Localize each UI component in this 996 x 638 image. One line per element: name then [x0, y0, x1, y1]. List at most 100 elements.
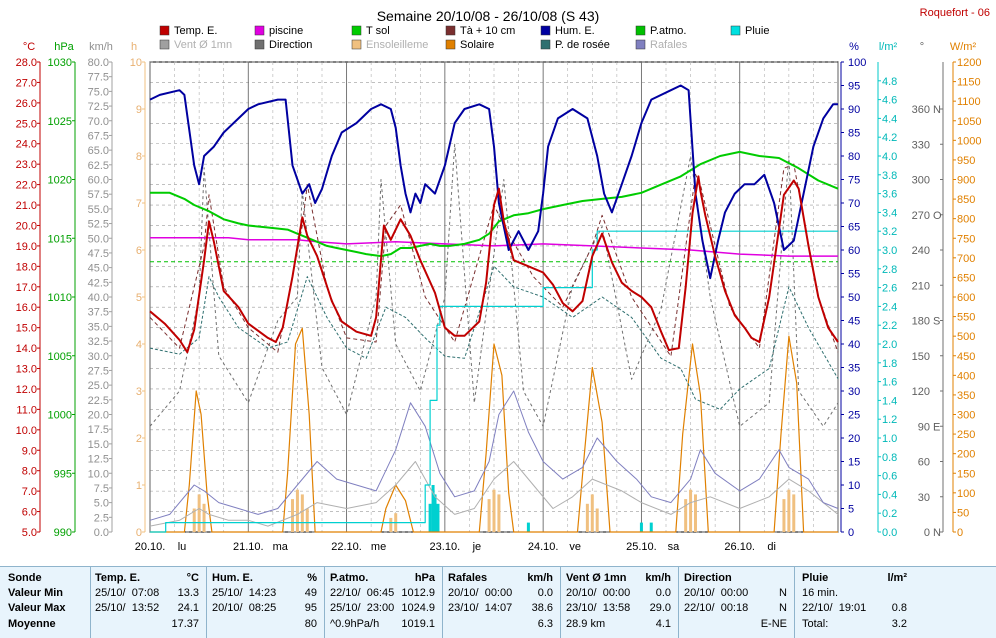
temp-axis-tick-label: 5.0: [22, 527, 37, 539]
rain-axis-tick-label: 0.4: [882, 489, 897, 501]
wind-axis-tick-label: 77.5: [88, 72, 109, 84]
humidity-axis-tick-label: 45: [848, 316, 860, 328]
temp-axis-tick-label: 22.0: [16, 180, 37, 192]
wind-axis-tick-label: 70.0: [88, 116, 109, 128]
series-pluie-line: [150, 230, 838, 533]
stats-hum-column: Hum. E. % 25/10/ 14:23 49 20/10/ 08:25 9…: [206, 567, 325, 638]
stats-hum-max-time: 20/10/ 08:25: [212, 602, 277, 614]
sunshine-bar: [192, 508, 196, 532]
stats-direction-min-time: 20/10/ 00:00: [684, 587, 749, 599]
direction-axis-tick-label: 270: [912, 210, 930, 222]
humidity-axis-tick-label: 65: [848, 222, 860, 234]
rain-axis-tick-label: 3.0: [882, 245, 897, 257]
temp-axis-tick-label: 23.0: [16, 159, 37, 171]
wind-axis-tick-label: 17.5: [88, 424, 109, 436]
solar-axis-tick-label: 700: [957, 253, 975, 265]
x-weekday-label: ma: [273, 541, 289, 553]
temp-axis-tick-label: 27.0: [16, 77, 37, 89]
rain-axis-tick-label: 3.2: [882, 226, 897, 238]
sun-axis-tick-label: 6: [136, 245, 142, 257]
sunshine-bar: [595, 508, 599, 532]
humidity-axis-tick-label: 35: [848, 363, 860, 375]
legend-swatch: [254, 39, 265, 50]
humidity-axis-tick-label: 90: [848, 104, 860, 116]
direction-axis-cardinal: N: [933, 527, 941, 539]
temp-axis-unit: °C: [23, 41, 35, 53]
rain-bar: [639, 522, 643, 532]
legend-label: P.atmo.: [650, 25, 687, 37]
wind-axis-tick-label: 45.0: [88, 263, 109, 275]
rain-axis-tick-label: 0.6: [882, 471, 897, 483]
rain-bar: [428, 503, 432, 532]
stats-direction-max: N: [779, 602, 787, 614]
temp-axis-tick-label: 24.0: [16, 139, 37, 151]
stats-hum-max: 95: [304, 602, 317, 614]
rain-axis-tick-label: 2.0: [882, 339, 897, 351]
temp-axis-tick-label: 12.0: [16, 384, 37, 396]
temp-axis-tick-label: 28.0: [16, 57, 37, 69]
wind-axis-tick-label: 22.5: [88, 395, 109, 407]
wind-axis-tick-label: 30.0: [88, 351, 109, 363]
pressure-axis-tick-label: 1025: [48, 116, 72, 128]
x-date-label: 21.10.: [233, 541, 264, 553]
stats-patmo-trend: ^0.9hPa/h: [330, 618, 380, 630]
wind-axis-tick-label: 7.5: [94, 483, 109, 495]
wind-axis-tick-label: 52.5: [88, 219, 109, 231]
direction-axis-tick-label: 30: [918, 492, 930, 504]
stats-pluie-total-label: Total:: [802, 618, 829, 630]
rain-axis-tick-label: 1.4: [882, 395, 897, 407]
solar-axis-tick-label: 450: [957, 351, 975, 363]
pressure-axis-tick-label: 995: [54, 468, 72, 480]
temp-axis-tick-label: 16.0: [16, 302, 37, 314]
humidity-axis-tick-label: 95: [848, 81, 860, 93]
rain-axis-tick-label: 3.8: [882, 170, 897, 182]
humidity-axis-tick-label: 0: [848, 527, 854, 539]
grid: [149, 61, 839, 533]
legend-swatch: [445, 39, 456, 50]
sunshine-bar: [782, 499, 786, 532]
temp-axis-tick-label: 17.0: [16, 282, 37, 294]
pressure-axis-tick-label: 1020: [48, 175, 72, 187]
stats-row-avg-label: Moyenne: [8, 618, 56, 630]
wind-axis-tick-label: 67.5: [88, 130, 109, 142]
sun-axis-tick-label: 7: [136, 198, 142, 210]
wind-axis-tick-label: 12.5: [88, 454, 109, 466]
stats-patmo-max-time: 25/10/ 23:00: [330, 602, 395, 614]
direction-axis-tick-label: 240: [912, 245, 930, 257]
solar-axis-tick-label: 350: [957, 390, 975, 402]
x-weekday-label: me: [371, 541, 386, 553]
sun-axis-tick-label: 2: [136, 433, 142, 445]
temp-axis-tick-label: 11.0: [16, 404, 37, 416]
direction-axis-cardinal: O: [933, 210, 942, 222]
temp-axis-tick-label: 25.0: [16, 118, 37, 130]
temp-axis-tick-label: 18.0: [16, 261, 37, 273]
station-name: Roquefort - 06: [920, 7, 990, 19]
rain-axis-tick-label: 1.2: [882, 414, 897, 426]
wind-axis-tick-label: 42.5: [88, 277, 109, 289]
solar-axis-tick-label: 100: [957, 488, 975, 500]
wind-axis-tick-label: 60.0: [88, 175, 109, 187]
stats-sonde-column: Sonde Valeur Min Valeur Max Moyenne: [0, 567, 90, 638]
direction-axis-tick-label: 210: [912, 280, 930, 292]
stats-direction-min: N: [779, 587, 787, 599]
wind-axis-tick-label: 37.5: [88, 307, 109, 319]
solar-axis-unit: W/m²: [950, 41, 977, 53]
wind-axis-tick-label: 72.5: [88, 101, 109, 113]
stats-vent-avg: 4.1: [655, 618, 671, 630]
legend-swatch: [254, 25, 265, 36]
legend-label: Temp. E.: [174, 25, 217, 37]
axes-layer: 5.06.07.08.09.010.011.012.013.014.015.01…: [16, 41, 982, 553]
stats-vent-min: 0.0: [655, 587, 671, 599]
temp-axis-tick-label: 19.0: [16, 241, 37, 253]
stats-temp-avg: 17.37: [171, 618, 199, 630]
stats-vent-distance: 28.9 km: [566, 618, 606, 630]
direction-axis-tick-label: 360: [912, 104, 930, 116]
stats-rafales-avg: 6.3: [537, 618, 553, 630]
legend-swatch: [540, 39, 551, 50]
pressure-axis-tick-label: 1015: [48, 233, 72, 245]
stats-hum-min: 49: [304, 587, 317, 599]
series-solaire-line: [150, 327, 838, 533]
humidity-axis-tick-label: 70: [848, 198, 860, 210]
solar-axis-tick-label: 1100: [957, 96, 981, 108]
sun-axis-tick-label: 9: [136, 104, 142, 116]
